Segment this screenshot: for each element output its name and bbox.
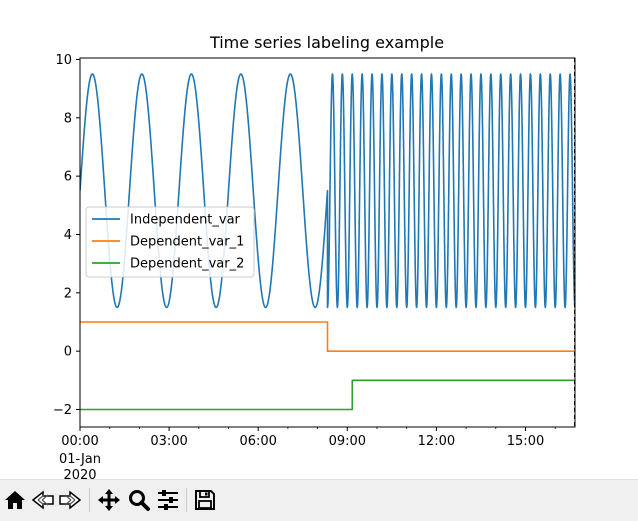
back-button[interactable] (30, 487, 56, 513)
series-group (80, 73, 575, 411)
x-tick-label: 09:00 (329, 434, 366, 449)
series-line-2 (80, 321, 575, 352)
back-arrow-icon (31, 490, 54, 510)
x-tick-label: 12:00 (418, 434, 455, 449)
y-tick-label: 2 (64, 286, 72, 301)
chart-title: Time series labeling example (209, 33, 444, 52)
x-tick-label: 06:00 (239, 434, 276, 449)
pan-button[interactable] (96, 487, 122, 513)
navigation-toolbar (0, 479, 638, 521)
forward-arrow-icon (59, 490, 82, 510)
zoom-button[interactable] (126, 487, 152, 513)
x-tick-label: 03:00 (150, 434, 187, 449)
sliders-icon (158, 490, 178, 510)
toolbar-separator (186, 488, 187, 512)
figure-canvas[interactable]: Time series labeling example −2 0 2 4 6 8 10 00… (0, 0, 638, 479)
line-chart: Time series labeling example −2 0 2 4 6 8 10 00… (53, 33, 576, 479)
home-icon (5, 491, 25, 509)
y-tick-label: −2 (53, 403, 72, 418)
legend-label: Independent_var (130, 213, 241, 228)
save-button[interactable] (192, 487, 218, 513)
legend-label: Dependent_var_1 (130, 235, 244, 250)
series-line-1 (80, 73, 575, 309)
y-tick-label: 0 (64, 345, 72, 360)
y-tick-label: 6 (64, 170, 72, 185)
axes-frame (79, 57, 576, 428)
x-tick-label: 00:00 (61, 434, 98, 449)
home-button[interactable] (2, 487, 28, 513)
legend: Independent_var Dependent_var_1 Dependent_… (85, 206, 255, 278)
forward-button[interactable] (57, 487, 83, 513)
y-tick-label: 4 (64, 228, 72, 243)
legend-label: Dependent_var_2 (130, 257, 244, 272)
y-tick-label: 10 (55, 53, 72, 68)
x-tick-sublabel: 01-Jan (59, 452, 101, 467)
configure-subplots-button[interactable] (155, 487, 181, 513)
move-icon (98, 489, 120, 511)
series-line-3 (80, 379, 575, 411)
magnifier-icon (129, 490, 150, 511)
x-tick-label: 15:00 (507, 434, 544, 449)
x-tick-sublabel: 2020 (63, 468, 96, 479)
floppy-disk-icon (195, 490, 215, 510)
legend-box (85, 206, 255, 278)
toolbar-separator (89, 488, 90, 512)
y-tick-label: 8 (64, 111, 72, 126)
